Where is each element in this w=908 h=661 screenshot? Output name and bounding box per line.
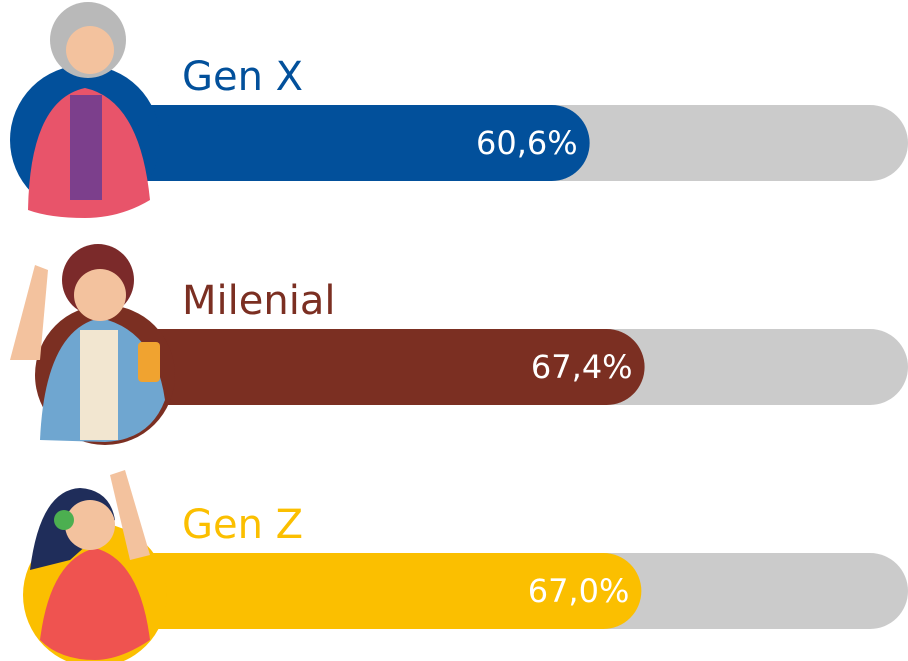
avatars	[10, 2, 175, 661]
category-label: Milenial	[182, 278, 335, 324]
avatar-phone	[138, 342, 160, 382]
value-label: 67,0%	[528, 572, 630, 610]
category-label: Gen X	[182, 54, 303, 100]
avatar-face	[66, 26, 114, 74]
avatar-face	[74, 269, 126, 321]
value-label: 60,6%	[476, 124, 578, 162]
bars	[100, 105, 908, 629]
avatar-shirt	[80, 330, 118, 440]
avatar-headphone	[54, 510, 74, 530]
category-label: Gen Z	[182, 502, 303, 548]
avatar-shirt	[70, 95, 102, 200]
page: Gen X60,6%Milenial67,4%Gen Z67,0% (() =>…	[0, 0, 908, 661]
value-label: 67,4%	[531, 348, 633, 386]
chart: Gen X 60,6% Milenial 67,4% Gen Z 67,0%	[0, 0, 908, 661]
